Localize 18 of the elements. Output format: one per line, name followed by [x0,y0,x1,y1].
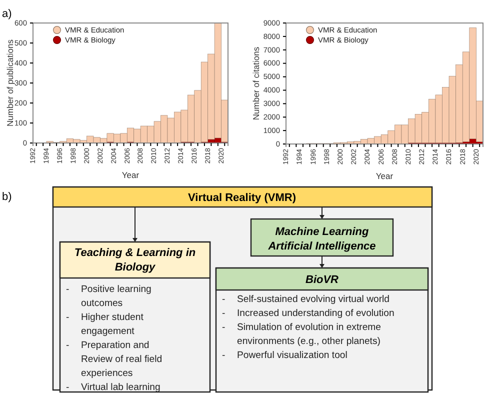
text: - Virtual lab learning [66,382,160,393]
text: - Higher student engagement [66,312,144,337]
text: BioVR [306,274,339,286]
text: - Preparation and Review of real field experiences [66,340,162,379]
y-axis-title: Number of publications [5,40,15,126]
text: a) [2,8,12,20]
text: - Self-sustained evolving virtual world [222,294,390,305]
text: - Simulation of evolution in extreme environments (e.g., other planets) [222,322,381,347]
text: - Positive learning outcomes [66,284,152,309]
x-axis-title: Year [122,170,140,180]
x-axis-title: Year [376,171,394,181]
text: - Increased understanding of evolution [222,308,394,319]
text: Virtual Reality (VMR) [188,192,296,204]
text: - Powerful visualization tool [222,350,348,361]
text: Machine Learning Artificial Intelligence [267,226,376,252]
y-axis-title: Number of citations [251,46,261,120]
text: b) [2,191,12,203]
text: Teaching & Learning in Biology [74,247,196,274]
